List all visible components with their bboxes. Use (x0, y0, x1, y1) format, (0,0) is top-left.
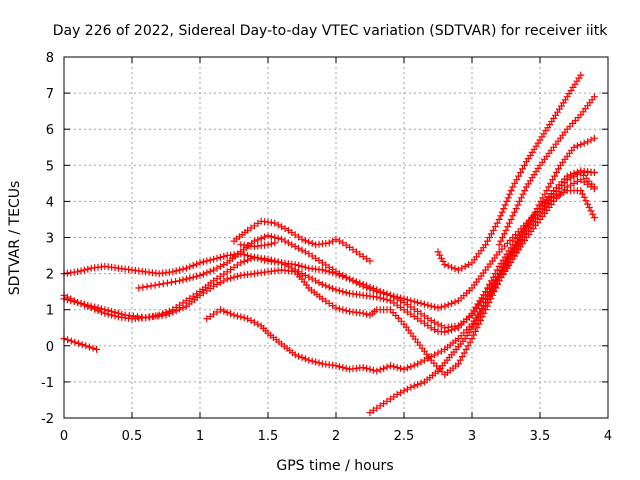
data-layer (60, 71, 598, 417)
y-tick-label: 6 (46, 123, 54, 138)
x-tick-label: 3 (468, 429, 476, 444)
plus-markers (60, 335, 101, 353)
y-tick-label: 1 (46, 304, 54, 319)
y-tick-label: 4 (46, 195, 54, 210)
x-tick-label: 1.5 (258, 429, 279, 444)
x-axis-title: GPS time / hours (276, 458, 393, 474)
y-tick-label: 3 (46, 232, 54, 247)
y-tick-label: 0 (46, 340, 54, 355)
series-track-10 (366, 134, 598, 417)
y-tick-label: 8 (46, 51, 54, 66)
series-track-5 (230, 217, 374, 265)
series-track-9 (434, 71, 585, 274)
series-track-6 (237, 239, 279, 250)
y-tick-label: 5 (46, 159, 54, 174)
series-track-7 (60, 335, 101, 353)
tick-layer: 0 0.5 1 1.5 2 2.5 3 3.5 4 -2 -1 0 1 2 3 4 5 6 7 8 (41, 51, 612, 444)
x-tick-label: 1 (196, 429, 204, 444)
y-tick-label: -1 (41, 376, 54, 391)
x-tick-label: 0 (60, 429, 68, 444)
series-track-11 (495, 93, 598, 249)
chart-title: Day 226 of 2022, Sidereal Day-to-day VTE… (53, 23, 608, 39)
x-tick-label: 2 (332, 429, 340, 444)
x-tick-label: 0.5 (122, 429, 143, 444)
x-tick-label: 2.5 (394, 429, 415, 444)
y-tick-label: 7 (46, 87, 54, 102)
y-tick-label: -2 (41, 412, 54, 427)
y-tick-label: 2 (46, 268, 54, 283)
y-axis-title: SDTVAR / TECUs (7, 181, 23, 296)
x-tick-label: 4 (604, 429, 612, 444)
x-tick-label: 3.5 (530, 429, 551, 444)
